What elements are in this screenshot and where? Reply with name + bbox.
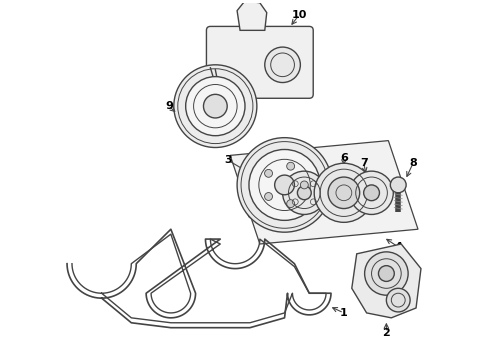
Text: 2: 2 xyxy=(383,328,390,338)
Text: 3: 3 xyxy=(224,155,232,165)
Text: 9: 9 xyxy=(165,101,173,111)
Circle shape xyxy=(391,177,406,193)
Circle shape xyxy=(237,138,332,232)
Circle shape xyxy=(387,288,410,312)
Circle shape xyxy=(300,181,308,189)
Circle shape xyxy=(203,94,227,118)
Text: 1: 1 xyxy=(340,308,348,318)
Circle shape xyxy=(265,47,300,82)
Circle shape xyxy=(378,266,394,282)
Circle shape xyxy=(365,252,408,295)
Circle shape xyxy=(314,163,373,222)
Circle shape xyxy=(275,175,294,195)
FancyBboxPatch shape xyxy=(206,26,313,98)
Circle shape xyxy=(249,149,320,220)
Circle shape xyxy=(265,193,272,201)
Text: 5: 5 xyxy=(300,158,308,168)
Circle shape xyxy=(265,170,272,177)
Circle shape xyxy=(174,65,257,148)
Text: 8: 8 xyxy=(409,158,417,168)
Text: 10: 10 xyxy=(292,10,307,19)
Circle shape xyxy=(297,186,311,200)
Circle shape xyxy=(287,162,294,170)
Text: 6: 6 xyxy=(340,153,348,163)
Circle shape xyxy=(287,200,294,208)
Circle shape xyxy=(350,171,393,215)
Polygon shape xyxy=(230,141,418,244)
Circle shape xyxy=(364,185,379,201)
Text: 4: 4 xyxy=(394,242,402,252)
Circle shape xyxy=(283,171,326,215)
Circle shape xyxy=(186,77,245,136)
Polygon shape xyxy=(237,1,267,30)
Text: 7: 7 xyxy=(360,158,368,168)
Circle shape xyxy=(328,177,360,208)
Polygon shape xyxy=(352,244,421,318)
